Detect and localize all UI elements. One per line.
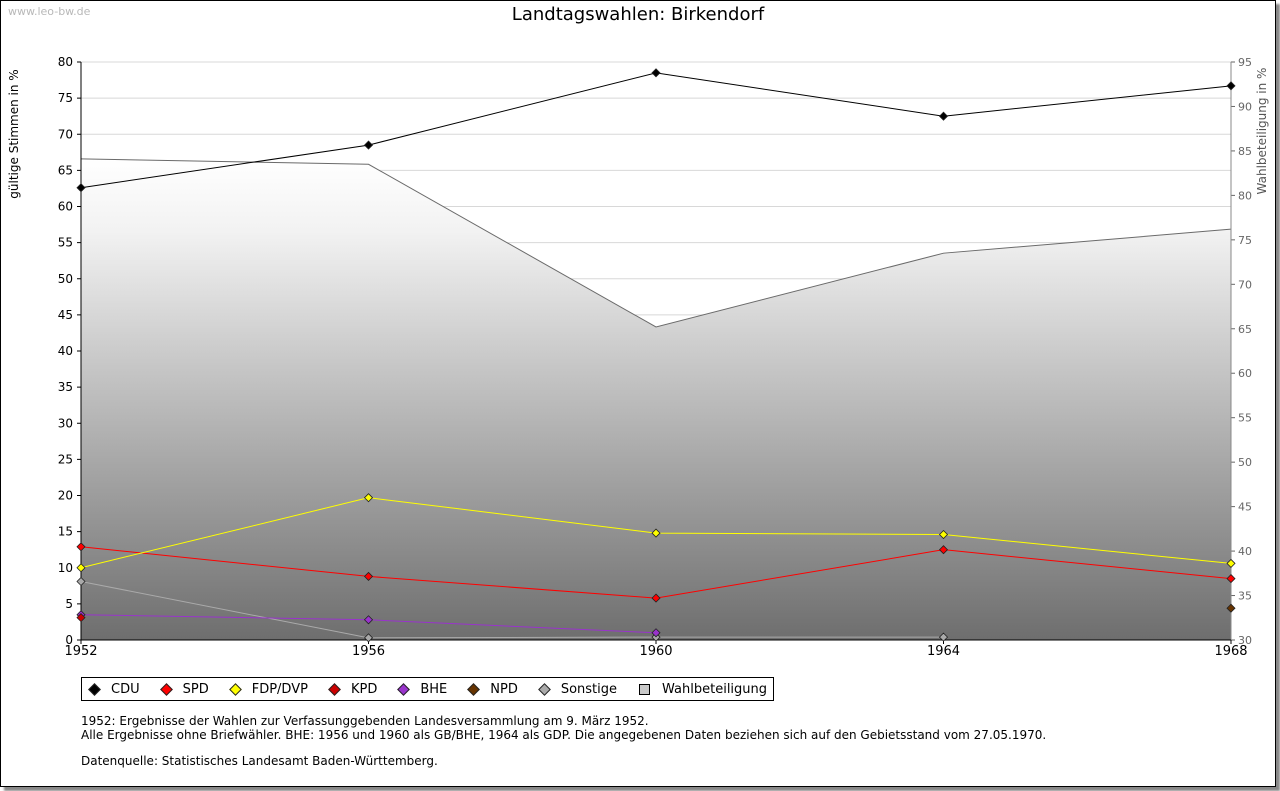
x-tick-label: 1960	[639, 644, 672, 659]
x-tick-label: 1956	[352, 644, 385, 659]
point-fdp-dvp	[363, 493, 374, 503]
y2-tick-label: 30	[1238, 634, 1252, 647]
y-tick-label: 35	[58, 380, 73, 394]
y-tick-label: 65	[58, 163, 73, 177]
point-sonstige	[363, 633, 374, 643]
y-tick-label: 70	[58, 127, 73, 141]
legend-item: SPD	[159, 681, 209, 697]
point-spd	[76, 542, 86, 552]
point-fdp-dvp	[651, 528, 661, 538]
x-tick-label: 1964	[927, 644, 960, 659]
legend-diamond-marker	[397, 682, 411, 696]
point-spd	[363, 571, 374, 581]
y-tick-label: 40	[58, 344, 73, 358]
legend-label: FDP/DVP	[251, 681, 308, 697]
legend-diamond-marker	[328, 682, 341, 696]
y2-tick-label: 80	[1238, 189, 1252, 202]
y-tick-label: 55	[58, 236, 73, 250]
y-tick-label: 10	[58, 561, 73, 575]
y2-tick-label: 40	[1238, 545, 1252, 558]
point-kpd	[76, 613, 86, 623]
point-cdu	[938, 111, 949, 121]
note-line-1: 1952: Ergebnisse der Wahlen zur Verfassu…	[81, 714, 649, 728]
y2-tick-label: 45	[1238, 501, 1252, 514]
x-tick-label: 1968	[1214, 644, 1247, 659]
y2-tick-label: 50	[1238, 456, 1252, 469]
point-fdp-dvp	[76, 563, 86, 573]
legend-label: Wahlbeteiligung	[662, 681, 768, 697]
point-cdu	[76, 183, 86, 193]
point-npd	[1226, 603, 1236, 613]
y-tick-label: 0	[65, 633, 73, 647]
chart-title: Landtagswahlen: Birkendorf	[511, 4, 765, 25]
x-tick-label: 1952	[64, 644, 97, 659]
legend-item: CDU	[88, 681, 140, 697]
turnout-area	[80, 158, 1232, 640]
y2-tick-label: 90	[1238, 100, 1252, 113]
y-tick-label: 25	[58, 452, 73, 466]
turnout-line	[80, 158, 1232, 328]
point-cdu	[651, 68, 661, 78]
chart-svg: 0 5 10 15 20 25 30 35 40 45 50 55 60 65 70 75 80 30 35 40 45…	[7, 55, 1269, 659]
point-cdu	[363, 140, 374, 150]
y-tick-label: 50	[58, 272, 73, 286]
legend-diamond-marker	[228, 682, 242, 696]
y-tick-label: 60	[58, 200, 73, 214]
y2-tick-label: 65	[1238, 323, 1252, 336]
legend-item: KPD	[328, 681, 378, 697]
legend-diamond-marker	[159, 682, 173, 696]
point-bhe	[651, 628, 661, 638]
note-line-2: Alle Ergebnisse ohne Briefwähler. BHE: 1…	[81, 728, 1047, 742]
legend-label: SPD	[182, 681, 209, 697]
series-line-sonstige	[80, 580, 944, 639]
y2-tick-label: 35	[1238, 590, 1252, 603]
legend-diamond-marker	[88, 682, 101, 696]
point-spd	[651, 593, 661, 603]
legend-diamond-marker	[537, 682, 551, 696]
y-tick-label: 45	[58, 308, 73, 322]
y-tick-label: 20	[58, 489, 73, 503]
data-source-note: Datenquelle: Statistisches Landesamt Bad…	[81, 754, 438, 768]
y-tick-label: 15	[58, 525, 73, 539]
y-axis-label: gültige Stimmen in %	[7, 69, 21, 198]
y2-tick-label: 70	[1238, 278, 1252, 291]
legend-label: CDU	[111, 681, 140, 697]
series-lines	[76, 68, 1236, 643]
point-fdp-dvp	[938, 529, 949, 540]
legend-label: KPD	[350, 681, 378, 697]
point-fdp-dvp	[1226, 558, 1236, 568]
point-sonstige	[76, 576, 86, 587]
y2-axis-label: Wahlbeteiligung in %	[1255, 68, 1269, 195]
y-tick-label: 75	[58, 91, 73, 105]
y-tick-label: 80	[58, 55, 73, 69]
y2-tick-label: 55	[1238, 412, 1252, 425]
legend-diamond-marker	[467, 682, 481, 696]
y2-tick-label: 85	[1238, 145, 1252, 158]
y-tick-label: 30	[58, 416, 73, 430]
source-watermark: www.leo-bw.de	[8, 5, 91, 18]
legend-item: FDP/DVP	[228, 681, 308, 697]
point-cdu	[1226, 81, 1236, 91]
y-tick-label: 5	[65, 597, 73, 611]
y2-tick-label: 75	[1238, 234, 1252, 247]
legend-box-swatch	[639, 683, 651, 695]
turnout-area-fill	[81, 158, 1231, 640]
legend-label: NPD	[490, 681, 518, 697]
y2-tick-label: 60	[1238, 367, 1252, 380]
y2-tick-label: 95	[1238, 56, 1252, 69]
legend-label: BHE	[420, 681, 448, 697]
legend-item: NPD	[467, 681, 518, 697]
legend: CDU SPD FDP/DVP KPD BHE NPD Sonstige Wahlbeteil…	[81, 677, 775, 701]
legend-item: Wahlbeteiligung	[639, 682, 767, 697]
legend-item: Sonstige	[537, 681, 618, 697]
legend-item: BHE	[397, 681, 448, 697]
point-bhe	[363, 615, 374, 625]
point-spd	[1226, 574, 1236, 584]
legend-label: Sonstige	[560, 681, 618, 697]
point-spd	[938, 545, 949, 555]
point-sonstige	[938, 632, 949, 642]
